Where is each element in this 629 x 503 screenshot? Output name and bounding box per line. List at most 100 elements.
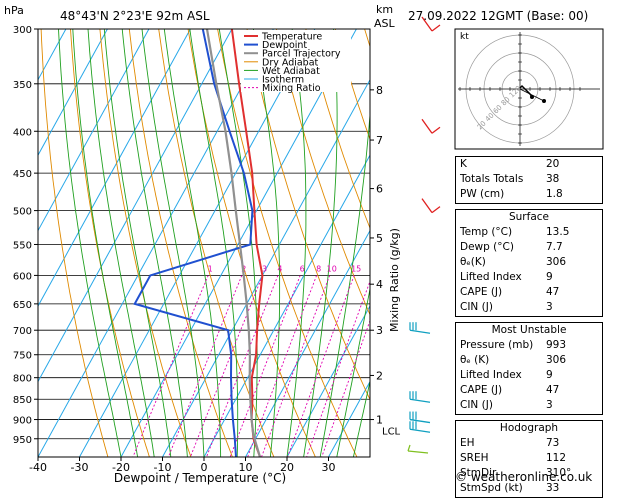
lcl-label: LCL [382, 426, 401, 437]
mu-row: Pressure (mb)993 [460, 338, 598, 353]
y-axis-tick-label: 800 [13, 374, 32, 385]
mixing-ratio-label: 1 [208, 264, 213, 273]
hodograph-title: Hodograph [460, 421, 598, 436]
most-unstable-section: Most Unstable Pressure (mb)993 θₑ (K) 306… [455, 322, 603, 415]
surface-row: CAPE (J) 47 [460, 285, 598, 300]
mixing-ratio-label: 6 [300, 264, 305, 273]
mu-row: CAPE (J) 47 [460, 383, 598, 398]
surface-value: 9 [546, 270, 598, 285]
hodograph-kt-label: kt [460, 32, 469, 42]
mixing-ratio-label: 15 [351, 264, 361, 273]
surface-label: CAPE (J) [460, 285, 502, 300]
y-axis-tick-label: 750 [13, 351, 32, 362]
hodograph-storm-vector [520, 89, 544, 101]
index-row-pw: PW (cm)1.8 [460, 187, 598, 202]
wind-barb-shaft [408, 451, 428, 453]
y-axis-tick-label: 600 [13, 271, 32, 282]
y-axis-tick-label: 900 [13, 416, 32, 427]
hpa-label: hPa [4, 4, 24, 17]
isotherm-line [0, 29, 66, 457]
surface-label: CIN (J) [460, 300, 493, 315]
x-axis-tick-label: -30 [71, 461, 89, 474]
axes: 3003504004505005506006507007508008509009… [13, 25, 401, 474]
wind-barb [422, 119, 440, 133]
y-axis-tick-label: 700 [13, 326, 32, 337]
mu-value: 47 [546, 383, 598, 398]
km-axis-tick-label: 8 [376, 84, 383, 97]
mixing-ratio-label: 20 [369, 264, 379, 273]
profile-line [135, 29, 253, 457]
wind-barb-shaft [422, 119, 432, 133]
x-axis-tick-label: 0 [201, 461, 208, 474]
y-axis-tick-label: 400 [13, 127, 32, 138]
wind-barb-shaft [410, 330, 430, 333]
mixing-ratio-line [322, 275, 387, 457]
wind-barb-flag [432, 127, 440, 133]
wet-adiabat-line [88, 29, 154, 457]
hodograph-storm-point [542, 99, 546, 103]
x-axis-tick-label: -10 [154, 461, 172, 474]
mu-label: θₑ (K) [460, 353, 489, 368]
mixing-ratio-label: 10 [327, 264, 337, 273]
surface-value: 7.7 [546, 240, 598, 255]
wind-barb-shaft [422, 199, 432, 213]
mixing-ratio-label: 3 [262, 264, 267, 273]
mu-label: CAPE (J) [460, 383, 502, 398]
km-axis-tick-label: 3 [376, 324, 383, 337]
y-axis-tick-label: 950 [13, 435, 32, 446]
mixing-ratio-line [230, 275, 300, 457]
index-value: 1.8 [546, 187, 598, 202]
km-axis-tick-label: 7 [376, 134, 383, 147]
mixing-ratio-label: 8 [316, 264, 321, 273]
surface-title: Surface [460, 210, 598, 225]
mixing-ratio-label: 4 [277, 264, 282, 273]
km-axis-tick-label: 1 [376, 414, 383, 427]
wind-barb [408, 445, 428, 453]
wind-barb-shaft [410, 429, 430, 432]
asl-label: ASL [374, 17, 396, 30]
wind-barb-flag [408, 445, 410, 451]
mu-row: θₑ (K) 306 [460, 353, 598, 368]
x-axis-tick-label: -20 [112, 461, 130, 474]
y-axis-tick-label: 650 [13, 300, 32, 311]
mixing-ratio-axis-title: Mixing Ratio (g/kg) [388, 228, 401, 332]
surface-row: Dewp (°C)7.7 [460, 240, 598, 255]
wind-barb [410, 322, 430, 333]
x-axis-tick-label: -40 [29, 461, 47, 474]
surface-value: 47 [546, 285, 598, 300]
hodo-value: 73 [546, 436, 598, 451]
index-value: 38 [546, 172, 598, 187]
wind-profile [408, 17, 440, 453]
surface-label: θₑ(K) [460, 255, 486, 270]
dry-adiabat-line [600, 29, 629, 457]
mu-label: CIN (J) [460, 398, 493, 413]
wet-adiabat-line [59, 29, 122, 457]
km-axis-tick-label: 5 [376, 232, 383, 245]
mu-row: CIN (J) 3 [460, 398, 598, 413]
datetime-label: 27.09.2022 12GMT (Base: 00) [408, 9, 588, 23]
y-axis-tick-label: 550 [13, 240, 32, 251]
wind-barb [422, 199, 440, 213]
y-axis-tick-label: 300 [13, 25, 32, 36]
wind-barb [410, 391, 430, 402]
y-axis-tick-label: 450 [13, 169, 32, 180]
surface-row: Temp (°C)13.5 [460, 225, 598, 240]
surface-section: Surface Temp (°C)13.5 Dewp (°C)7.7 θₑ(K)… [455, 209, 603, 317]
surface-value: 3 [546, 300, 598, 315]
mu-value: 306 [546, 353, 598, 368]
mu-value: 3 [546, 398, 598, 413]
km-label: km [376, 3, 393, 16]
isotherm-line [121, 29, 356, 457]
index-label: Totals Totals [460, 172, 523, 187]
surface-value: 306 [546, 255, 598, 270]
mu-value: 9 [546, 368, 598, 383]
copyright-label: © weatheronline.co.uk [455, 470, 592, 484]
x-axis-tick-label: 30 [322, 461, 336, 474]
most-unstable-title: Most Unstable [460, 323, 598, 338]
legend-entry: Mixing Ratio [262, 83, 321, 94]
